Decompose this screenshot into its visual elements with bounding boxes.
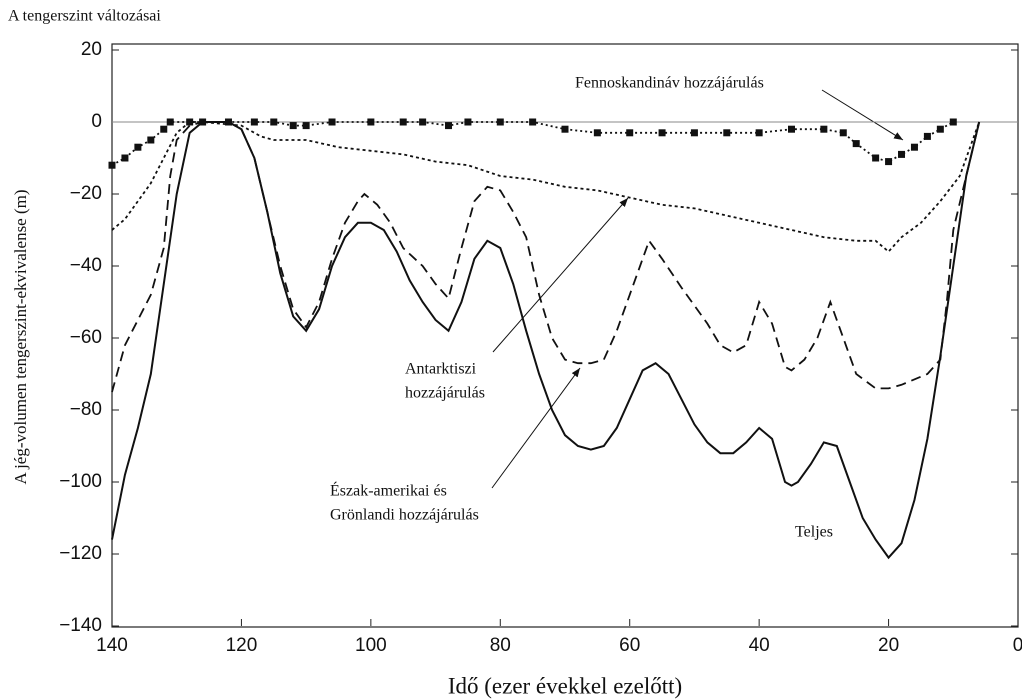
series-line <box>111 121 954 166</box>
annotations: Fennoskandináv hozzájárulás Antarktiszi ho… <box>330 75 904 541</box>
marker <box>852 140 860 148</box>
marker <box>199 118 207 126</box>
marker <box>839 129 847 137</box>
y-tick-label: 0 <box>91 111 102 132</box>
marker <box>289 122 297 130</box>
chart-title: A tengerszint változásai <box>8 8 161 25</box>
marker <box>367 118 375 126</box>
marker <box>302 122 310 130</box>
y-tick-label: −120 <box>59 543 102 564</box>
marker <box>108 161 116 169</box>
marker <box>419 118 427 126</box>
series-line <box>111 121 981 253</box>
y-tick-label: 20 <box>81 39 102 60</box>
x-axis-label: Idő (ezer évekkel ezelőtt) <box>448 673 682 698</box>
x-tick-label: 40 <box>749 635 770 656</box>
arrow <box>492 197 629 353</box>
x-tick-label: 80 <box>490 635 511 656</box>
x-tick-label: 0 <box>1013 635 1022 656</box>
marker <box>166 118 174 126</box>
marker <box>885 158 893 166</box>
marker <box>872 154 880 162</box>
y-tick-label: −20 <box>70 183 102 204</box>
marker <box>445 122 453 130</box>
arrow <box>491 367 581 489</box>
annotation: Teljes <box>795 524 833 541</box>
x-tick-label: 20 <box>878 635 899 656</box>
marker <box>121 154 129 162</box>
marker <box>147 136 155 144</box>
arrow <box>821 89 904 141</box>
marker <box>936 125 944 133</box>
x-tick-label: 100 <box>355 635 387 656</box>
marker <box>923 132 931 140</box>
y-tick-label: −40 <box>70 255 102 276</box>
annotation: Fennoskandináv hozzájárulás <box>575 75 764 92</box>
marker <box>270 118 278 126</box>
marker <box>755 129 763 137</box>
annotation: Észak-amerikai és <box>330 481 447 500</box>
y-tick-label: −140 <box>59 615 102 636</box>
marker <box>399 118 407 126</box>
marker <box>658 129 666 137</box>
marker <box>250 118 258 126</box>
marker <box>160 125 168 133</box>
x-tick-label: 120 <box>226 635 258 656</box>
annotation: Antarktiszi <box>405 361 477 378</box>
marker <box>820 125 828 133</box>
marker <box>626 129 634 137</box>
y-tick-label: −100 <box>59 471 102 492</box>
plot-frame <box>111 43 1019 628</box>
marker <box>529 118 537 126</box>
series-line <box>111 121 981 393</box>
y-tick-label: −80 <box>70 399 102 420</box>
annotation: Grönlandi hozzájárulás <box>330 507 479 524</box>
marker <box>561 125 569 133</box>
marker <box>593 129 601 137</box>
marker <box>464 118 472 126</box>
marker <box>949 118 957 126</box>
marker <box>134 143 142 151</box>
marker <box>898 150 906 158</box>
marker <box>788 125 795 133</box>
marker <box>224 118 232 126</box>
marker <box>328 118 336 126</box>
series-line <box>111 121 981 560</box>
marker <box>723 129 731 137</box>
y-tick-label: −60 <box>70 327 102 348</box>
marker <box>690 129 698 137</box>
marker <box>910 143 918 151</box>
x-tick-label: 60 <box>619 635 640 656</box>
marker <box>496 118 504 126</box>
marker <box>186 118 194 126</box>
y-axis-label: A jég-volumen tengerszint-ekvivalense (m… <box>11 189 30 484</box>
x-tick-label: 140 <box>96 635 128 656</box>
annotation: hozzájárulás <box>405 385 485 402</box>
